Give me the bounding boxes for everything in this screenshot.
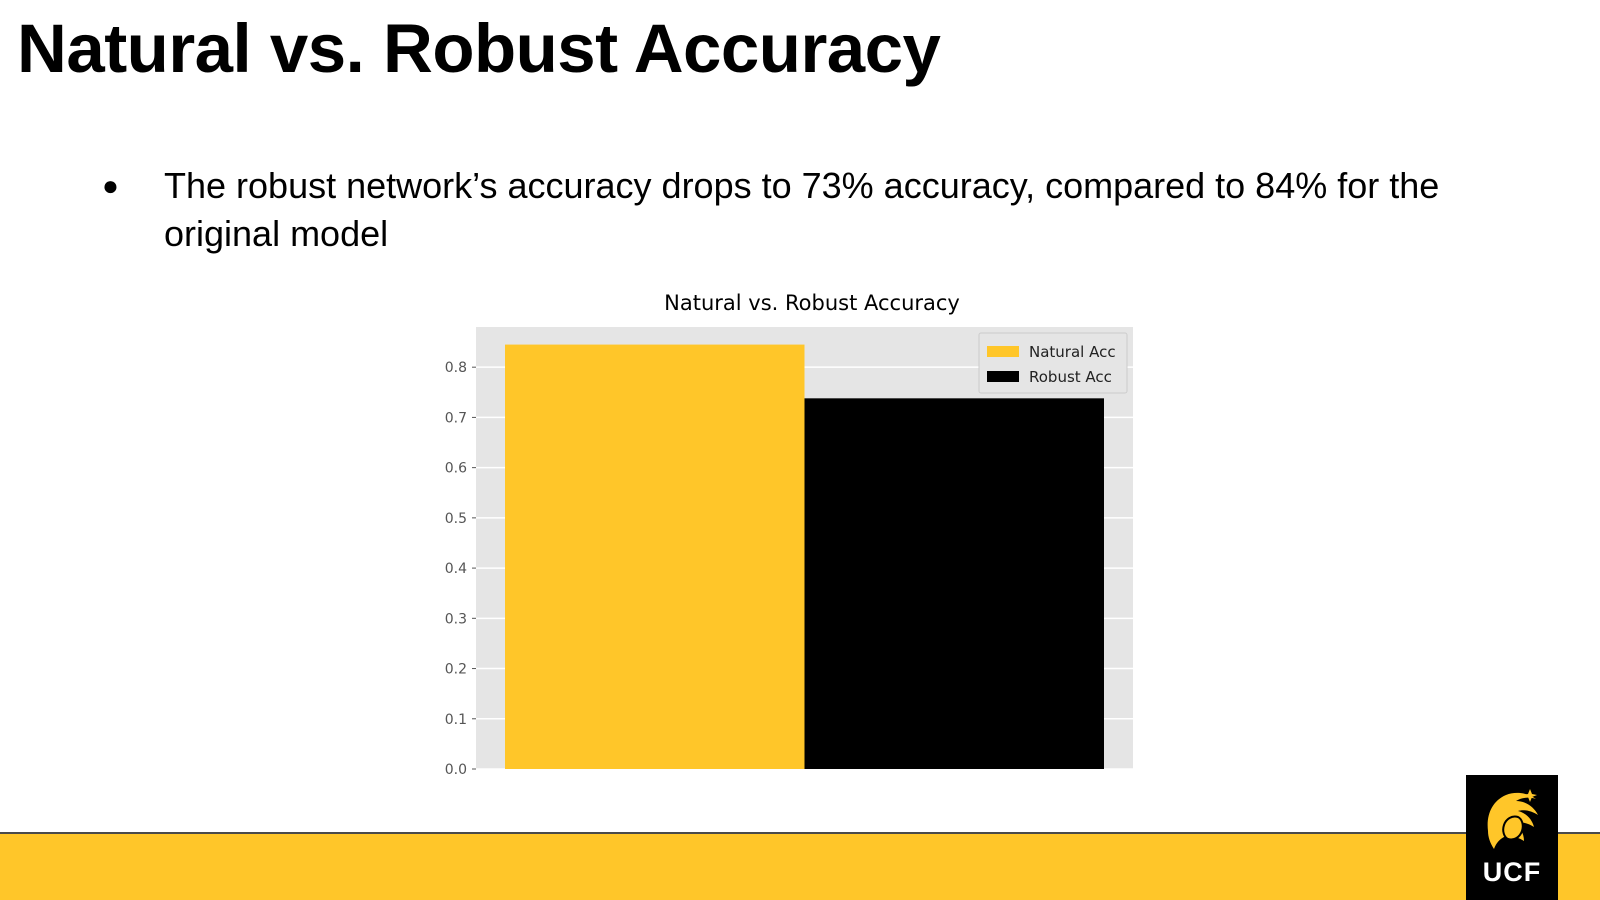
legend-label: Robust Acc (1029, 368, 1112, 386)
legend-swatch (987, 346, 1019, 357)
bullet-item: ● The robust network’s accuracy drops to… (96, 162, 1536, 258)
y-tick-label: 0.5 (445, 511, 467, 527)
chart-title: Natural vs. Robust Accuracy (664, 291, 960, 315)
chart-svg: Natural vs. Robust Accuracy 0.0 0.1 0.2 0.3… (445, 291, 1133, 778)
footer-band (0, 832, 1600, 900)
bar-robust-acc (804, 398, 1104, 769)
bars (505, 344, 1104, 769)
y-tick-label: 0.8 (445, 360, 467, 376)
bullet-dot-icon: ● (102, 170, 119, 201)
pegasus-icon (1487, 789, 1538, 849)
y-tick-label: 0.4 (445, 561, 467, 577)
y-axis-ticks: 0.0 0.1 0.2 0.3 0.4 0.5 0.6 0.7 0.8 (445, 360, 476, 778)
y-tick-label: 0.3 (445, 611, 467, 627)
y-tick-label: 0.7 (445, 410, 467, 426)
legend-label: Natural Acc (1029, 343, 1116, 361)
slide-title: Natural vs. Robust Accuracy (17, 10, 941, 87)
y-tick-label: 0.6 (445, 461, 467, 477)
ucf-logo: UCF (1466, 775, 1558, 900)
accuracy-chart: Natural vs. Robust Accuracy 0.0 0.1 0.2 0.3… (420, 285, 1180, 795)
y-tick-label: 0.2 (445, 662, 467, 678)
y-tick-label: 0.0 (445, 762, 467, 778)
bullet-list: ● The robust network’s accuracy drops to… (96, 162, 1536, 258)
legend-swatch (987, 371, 1019, 382)
bar-natural-acc (505, 344, 805, 769)
bullet-text: The robust network’s accuracy drops to 7… (164, 165, 1440, 254)
logo-text: UCF (1482, 857, 1542, 887)
y-tick-label: 0.1 (445, 712, 467, 728)
chart-legend: Natural Acc Robust Acc (978, 332, 1128, 394)
